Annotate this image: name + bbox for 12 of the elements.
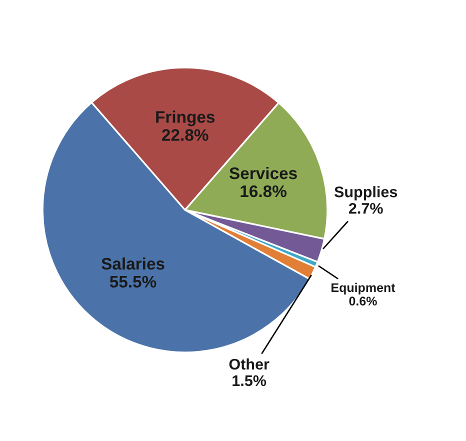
data-label: 2.7% [348,202,383,214]
slice-label: Fringes [156,110,215,126]
data-label: 22.8% [162,129,208,141]
slice-label: Supplies [334,186,398,200]
slice-label: Salaries [102,257,164,270]
data-label: 1.5% [232,375,266,386]
slice-label: Equipment [332,282,396,295]
data-label: 0.6% [349,296,377,306]
data-label: 16.8% [240,185,286,198]
data-label: 55.5% [110,276,156,288]
slice-label: Services [229,166,297,180]
slice-label: Other [229,358,270,370]
